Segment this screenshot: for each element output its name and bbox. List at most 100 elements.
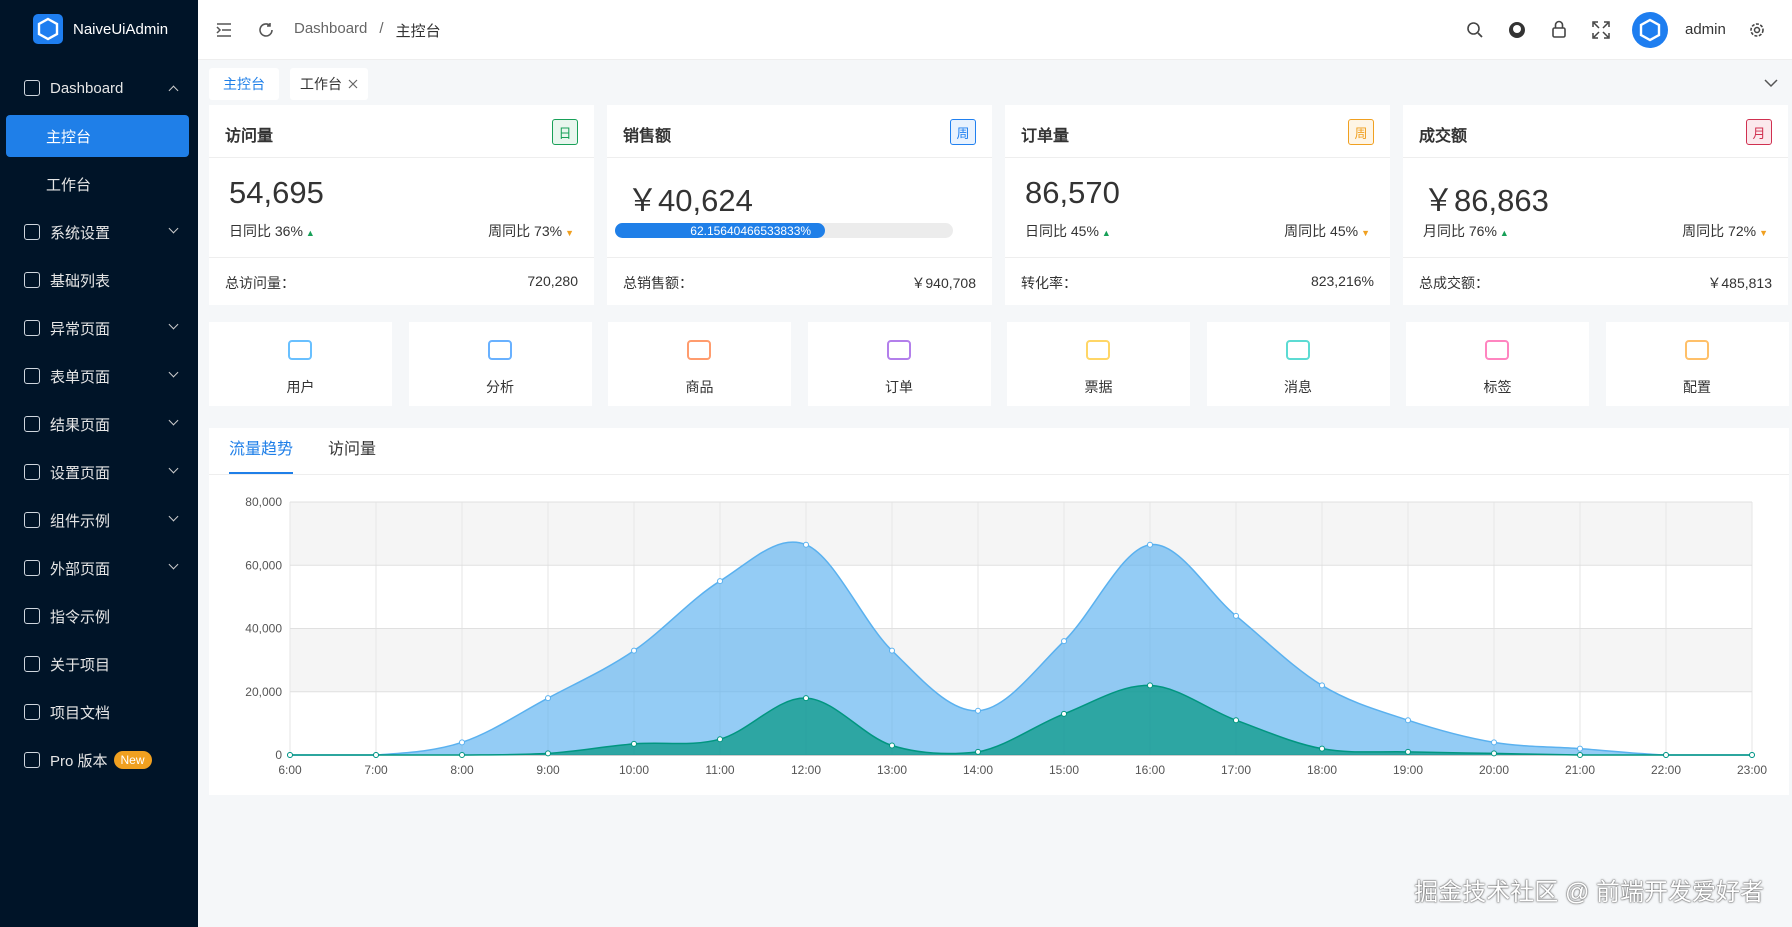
menu-icon [24, 560, 40, 576]
menu-icon [24, 272, 40, 288]
data-point [889, 647, 895, 654]
menu-label: 系统设置 [50, 224, 111, 242]
arrow-down: ▼ [1759, 228, 1768, 238]
x-tick-label: 23:00 [1737, 763, 1767, 777]
stat-card: 访问量 日 54,695 日同比 36% ▲ 周同比 73% ▼ 总访问量： 720,280 [209, 105, 594, 305]
data-point [1663, 752, 1669, 758]
menu-icon [24, 80, 40, 96]
data-point [803, 695, 809, 702]
quick-nav-item[interactable]: 用户 [209, 322, 392, 406]
menu-label: 组件示例 [50, 512, 111, 530]
quick-nav-item[interactable]: 配置 [1605, 322, 1789, 406]
data-point [1577, 752, 1583, 758]
footer-value: 720,280 [527, 273, 578, 289]
avatar[interactable] [1632, 12, 1668, 48]
footer-label: 转化率： [1021, 275, 1077, 291]
menu-item[interactable]: Dashboard [6, 67, 189, 109]
chart-tab[interactable]: 流量趋势 [229, 440, 293, 458]
menu-item[interactable]: 设置页面 [6, 451, 189, 493]
chart-tab[interactable]: 访问量 [328, 440, 376, 458]
menu-item[interactable]: Pro 版本 New [6, 739, 189, 781]
fullscreen-icon[interactable] [1592, 21, 1610, 39]
github-icon[interactable] [1508, 21, 1526, 39]
menu-icon [24, 512, 40, 528]
breadcrumb-item[interactable]: 主控台 [395, 23, 441, 40]
settings-icon[interactable] [1748, 21, 1766, 39]
divider [209, 157, 594, 158]
data-point [1061, 710, 1067, 717]
x-tick-label: 11:00 [705, 763, 734, 777]
divider [607, 157, 992, 158]
menu-item[interactable]: 系统设置 [6, 211, 189, 253]
menu-item[interactable]: 表单页面 [6, 355, 189, 397]
search-icon[interactable] [1466, 21, 1484, 39]
divider [607, 257, 992, 258]
menu-icon [24, 704, 40, 720]
username[interactable]: admin [1685, 21, 1726, 38]
header: Dashboard / 主控台 admin [198, 0, 1792, 60]
card-title: 成交额 [1419, 128, 1468, 145]
nav-icon [1086, 340, 1110, 360]
quick-nav-item[interactable]: 标签 [1406, 322, 1589, 406]
breadcrumb-item[interactable]: Dashboard [294, 20, 368, 37]
chart-card: 流量趋势 访问量 0 20,000 40,000 60,000 80,000 6:00 7:00… [209, 428, 1789, 795]
compare-right: 周同比 73% ▼ [488, 221, 574, 241]
data-point [1405, 717, 1411, 724]
nav-icon [288, 340, 312, 360]
compare-text: 周同比 73% [488, 223, 563, 239]
menu-item[interactable]: 结果页面 [6, 403, 189, 445]
divider [1403, 257, 1788, 258]
x-tick-label: 15:00 [1049, 763, 1079, 777]
data-point [631, 647, 637, 654]
quick-nav-item[interactable]: 消息 [1206, 322, 1390, 406]
y-tick-label: 40,000 [245, 622, 282, 636]
refresh-button[interactable] [257, 21, 275, 39]
quick-nav-item[interactable]: 订单 [807, 322, 991, 406]
chevron-down [168, 559, 179, 570]
menu-item[interactable]: 组件示例 [6, 499, 189, 541]
tab[interactable]: 工作台 [290, 68, 368, 100]
lock-icon[interactable] [1550, 20, 1568, 38]
x-tick-label: 17:00 [1221, 763, 1251, 777]
quick-nav-item[interactable]: 商品 [608, 322, 791, 406]
tab-close[interactable] [348, 79, 358, 89]
x-tick-label: 14:00 [963, 763, 993, 777]
menu-toggle[interactable] [216, 22, 232, 38]
chevron-down [168, 367, 179, 378]
data-point [1319, 682, 1325, 689]
nav-icon-shape [288, 340, 312, 360]
menu-item[interactable]: 项目文档 [6, 691, 189, 733]
chevron-down [168, 463, 179, 474]
quick-nav-item[interactable]: 票据 [1007, 322, 1190, 406]
stat-card: 销售额 周 ￥40,624 62.15640466533833% 总销售额： ￥940,7… [607, 105, 992, 305]
tab[interactable]: 主控台 [209, 68, 279, 100]
card-tag: 日 [552, 119, 578, 145]
compare-text: 周同比 45% [1284, 223, 1359, 239]
compare-text: 日同比 45% [1025, 223, 1099, 239]
x-tick-label: 13:00 [877, 763, 907, 777]
grid-band [290, 502, 1752, 566]
compare-left: 月同比 76% ▲ [1423, 221, 1509, 241]
submenu-label: 主控台 [46, 128, 92, 146]
menu-item[interactable]: 基础列表 [6, 259, 189, 301]
tabs-dropdown[interactable] [1764, 78, 1778, 88]
submenu-item[interactable]: 主控台 [6, 115, 189, 157]
x-tick-label: 6:00 [278, 763, 302, 777]
data-point [1405, 748, 1411, 755]
menu-item[interactable]: 异常页面 [6, 307, 189, 349]
nav-label: 标签 [1483, 379, 1512, 395]
menu-item[interactable]: 外部页面 [6, 547, 189, 589]
menu-item[interactable]: 关于项目 [6, 643, 189, 685]
menu-item[interactable]: 指令示例 [6, 595, 189, 637]
arrow-up: ▲ [1499, 228, 1509, 238]
quick-nav-item[interactable]: 分析 [408, 322, 592, 406]
menu-label: 项目文档 [50, 704, 111, 722]
compare-right: 周同比 45% ▼ [1284, 221, 1370, 241]
chevron-up [168, 85, 179, 96]
nav-icon [1485, 340, 1509, 360]
menu-label: 表单页面 [50, 368, 111, 386]
compare-text: 日同比 36% [229, 223, 303, 239]
nav-label: 分析 [486, 379, 514, 395]
submenu-item[interactable]: 工作台 [6, 163, 189, 205]
card-value: 86,570 [1025, 175, 1120, 210]
